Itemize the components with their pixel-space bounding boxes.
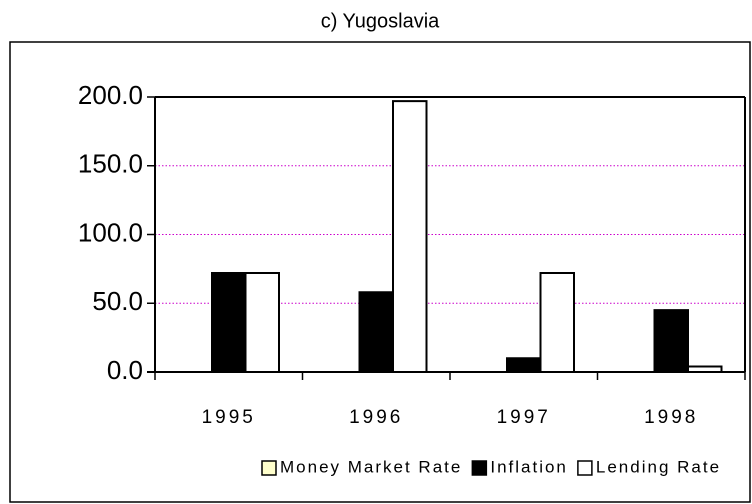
chart-title: c) Yugoslavia — [321, 10, 440, 32]
bar — [244, 272, 280, 373]
y-tick-label: 150.0 — [78, 149, 143, 179]
legend-label: Money Market Rate — [280, 457, 462, 476]
legend-swatch — [261, 460, 277, 476]
bar — [392, 100, 428, 373]
y-tick-label: 100.0 — [78, 217, 143, 247]
x-tick-label: 1997 — [497, 407, 551, 428]
x-tick-label: 1998 — [644, 407, 698, 428]
legend-swatch — [471, 460, 488, 476]
legend-label: Inflation — [490, 457, 568, 476]
bar — [653, 309, 689, 373]
x-tick-label: 1995 — [202, 407, 256, 428]
bar — [539, 272, 575, 373]
x-tick-label: 1996 — [349, 407, 403, 428]
legend-label: Lending Rate — [596, 457, 721, 476]
y-tick-label: 50.0 — [92, 286, 143, 316]
bar — [358, 291, 394, 373]
bar — [211, 272, 247, 373]
y-tick-label: 0.0 — [107, 355, 143, 385]
legend-swatch — [577, 460, 593, 476]
bar — [506, 357, 542, 373]
chart-frame — [9, 41, 751, 503]
y-tick-label: 200.0 — [78, 80, 143, 110]
